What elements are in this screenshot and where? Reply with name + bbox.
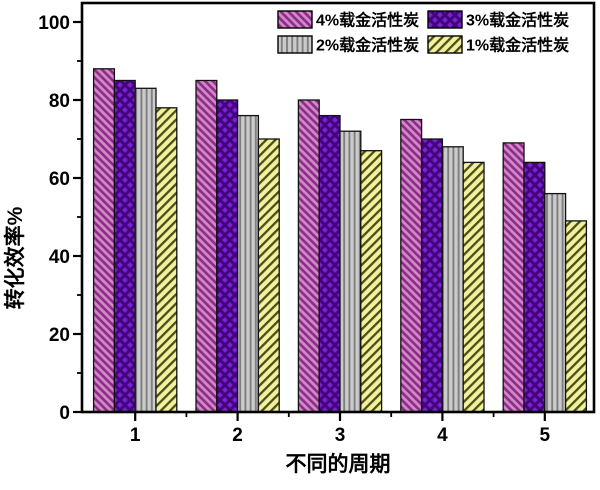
bar-1%载金活性炭-cycle3 [360, 150, 383, 413]
x-tick-label: 3 [335, 425, 346, 446]
x-axis-title: 不同的周期 [286, 452, 391, 476]
bar-1%载金活性炭-cycle2 [257, 138, 280, 413]
bar-1%载金活性炭-cycle4 [462, 161, 485, 413]
bar-2%载金活性炭-cycle3 [339, 130, 362, 413]
x-tick-label: 4 [437, 425, 448, 446]
bar-2%载金活性炭-cycle5 [544, 192, 567, 413]
bar-4%载金活性炭-cycle4 [400, 118, 423, 413]
legend-swatch-3%载金活性炭 [427, 10, 463, 29]
bar-4%载金活性炭-cycle2 [195, 79, 218, 413]
bar-1%载金活性炭-cycle5 [564, 220, 588, 413]
y-tick-label: 60 [49, 169, 70, 190]
y-tick-label: 100 [38, 13, 70, 34]
bar-3%载金活性炭-cycle2 [216, 99, 239, 413]
x-tick-label: 1 [130, 425, 141, 446]
plot-area [80, 1, 596, 414]
axis-tick-labels: 0 20 40 60 80 100 1 2 3 4 5 [38, 13, 550, 446]
legend-label-2%载金活性炭: 2%载金活性炭 [316, 36, 419, 55]
legend-swatch-4%载金活性炭 [277, 10, 313, 29]
bar-4%载金活性炭-cycle3 [297, 99, 320, 413]
bar-2%载金活性炭-cycle4 [441, 146, 464, 413]
legend-swatch-1%载金活性炭 [427, 35, 463, 54]
bar-4%载金活性炭-cycle1 [92, 68, 116, 413]
bars-layer [92, 68, 588, 413]
bar-3%载金活性炭-cycle5 [523, 161, 546, 413]
bar-3%载金活性炭-cycle1 [113, 79, 136, 413]
legend: 4%载金活性炭 3%载金活性炭 2%载金活性炭 1%载金活性炭 [277, 10, 569, 55]
y-tick-label: 40 [49, 247, 70, 268]
axis-ticks [73, 20, 546, 421]
x-tick-label: 5 [540, 425, 551, 446]
y-axis-title: 转化效率% [3, 206, 27, 309]
x-tick-label: 2 [232, 425, 243, 446]
legend-swatch-2%载金活性炭 [277, 35, 313, 54]
y-tick-label: 20 [49, 325, 70, 346]
legend-label-3%载金活性炭: 3%载金活性炭 [466, 11, 569, 30]
y-tick-label: 80 [49, 91, 70, 112]
bar-2%载金活性炭-cycle1 [134, 87, 157, 413]
bar-3%载金活性炭-cycle4 [420, 138, 444, 413]
bar-2%载金活性炭-cycle2 [236, 114, 260, 413]
bar-4%载金活性炭-cycle5 [502, 142, 525, 413]
legend-label-1%载金活性炭: 1%载金活性炭 [466, 36, 569, 55]
bar-3%载金活性炭-cycle3 [318, 114, 341, 413]
y-tick-label: 0 [59, 403, 70, 424]
bar-1%载金活性炭-cycle1 [155, 107, 178, 413]
legend-label-4%载金活性炭: 4%载金活性炭 [316, 11, 419, 30]
